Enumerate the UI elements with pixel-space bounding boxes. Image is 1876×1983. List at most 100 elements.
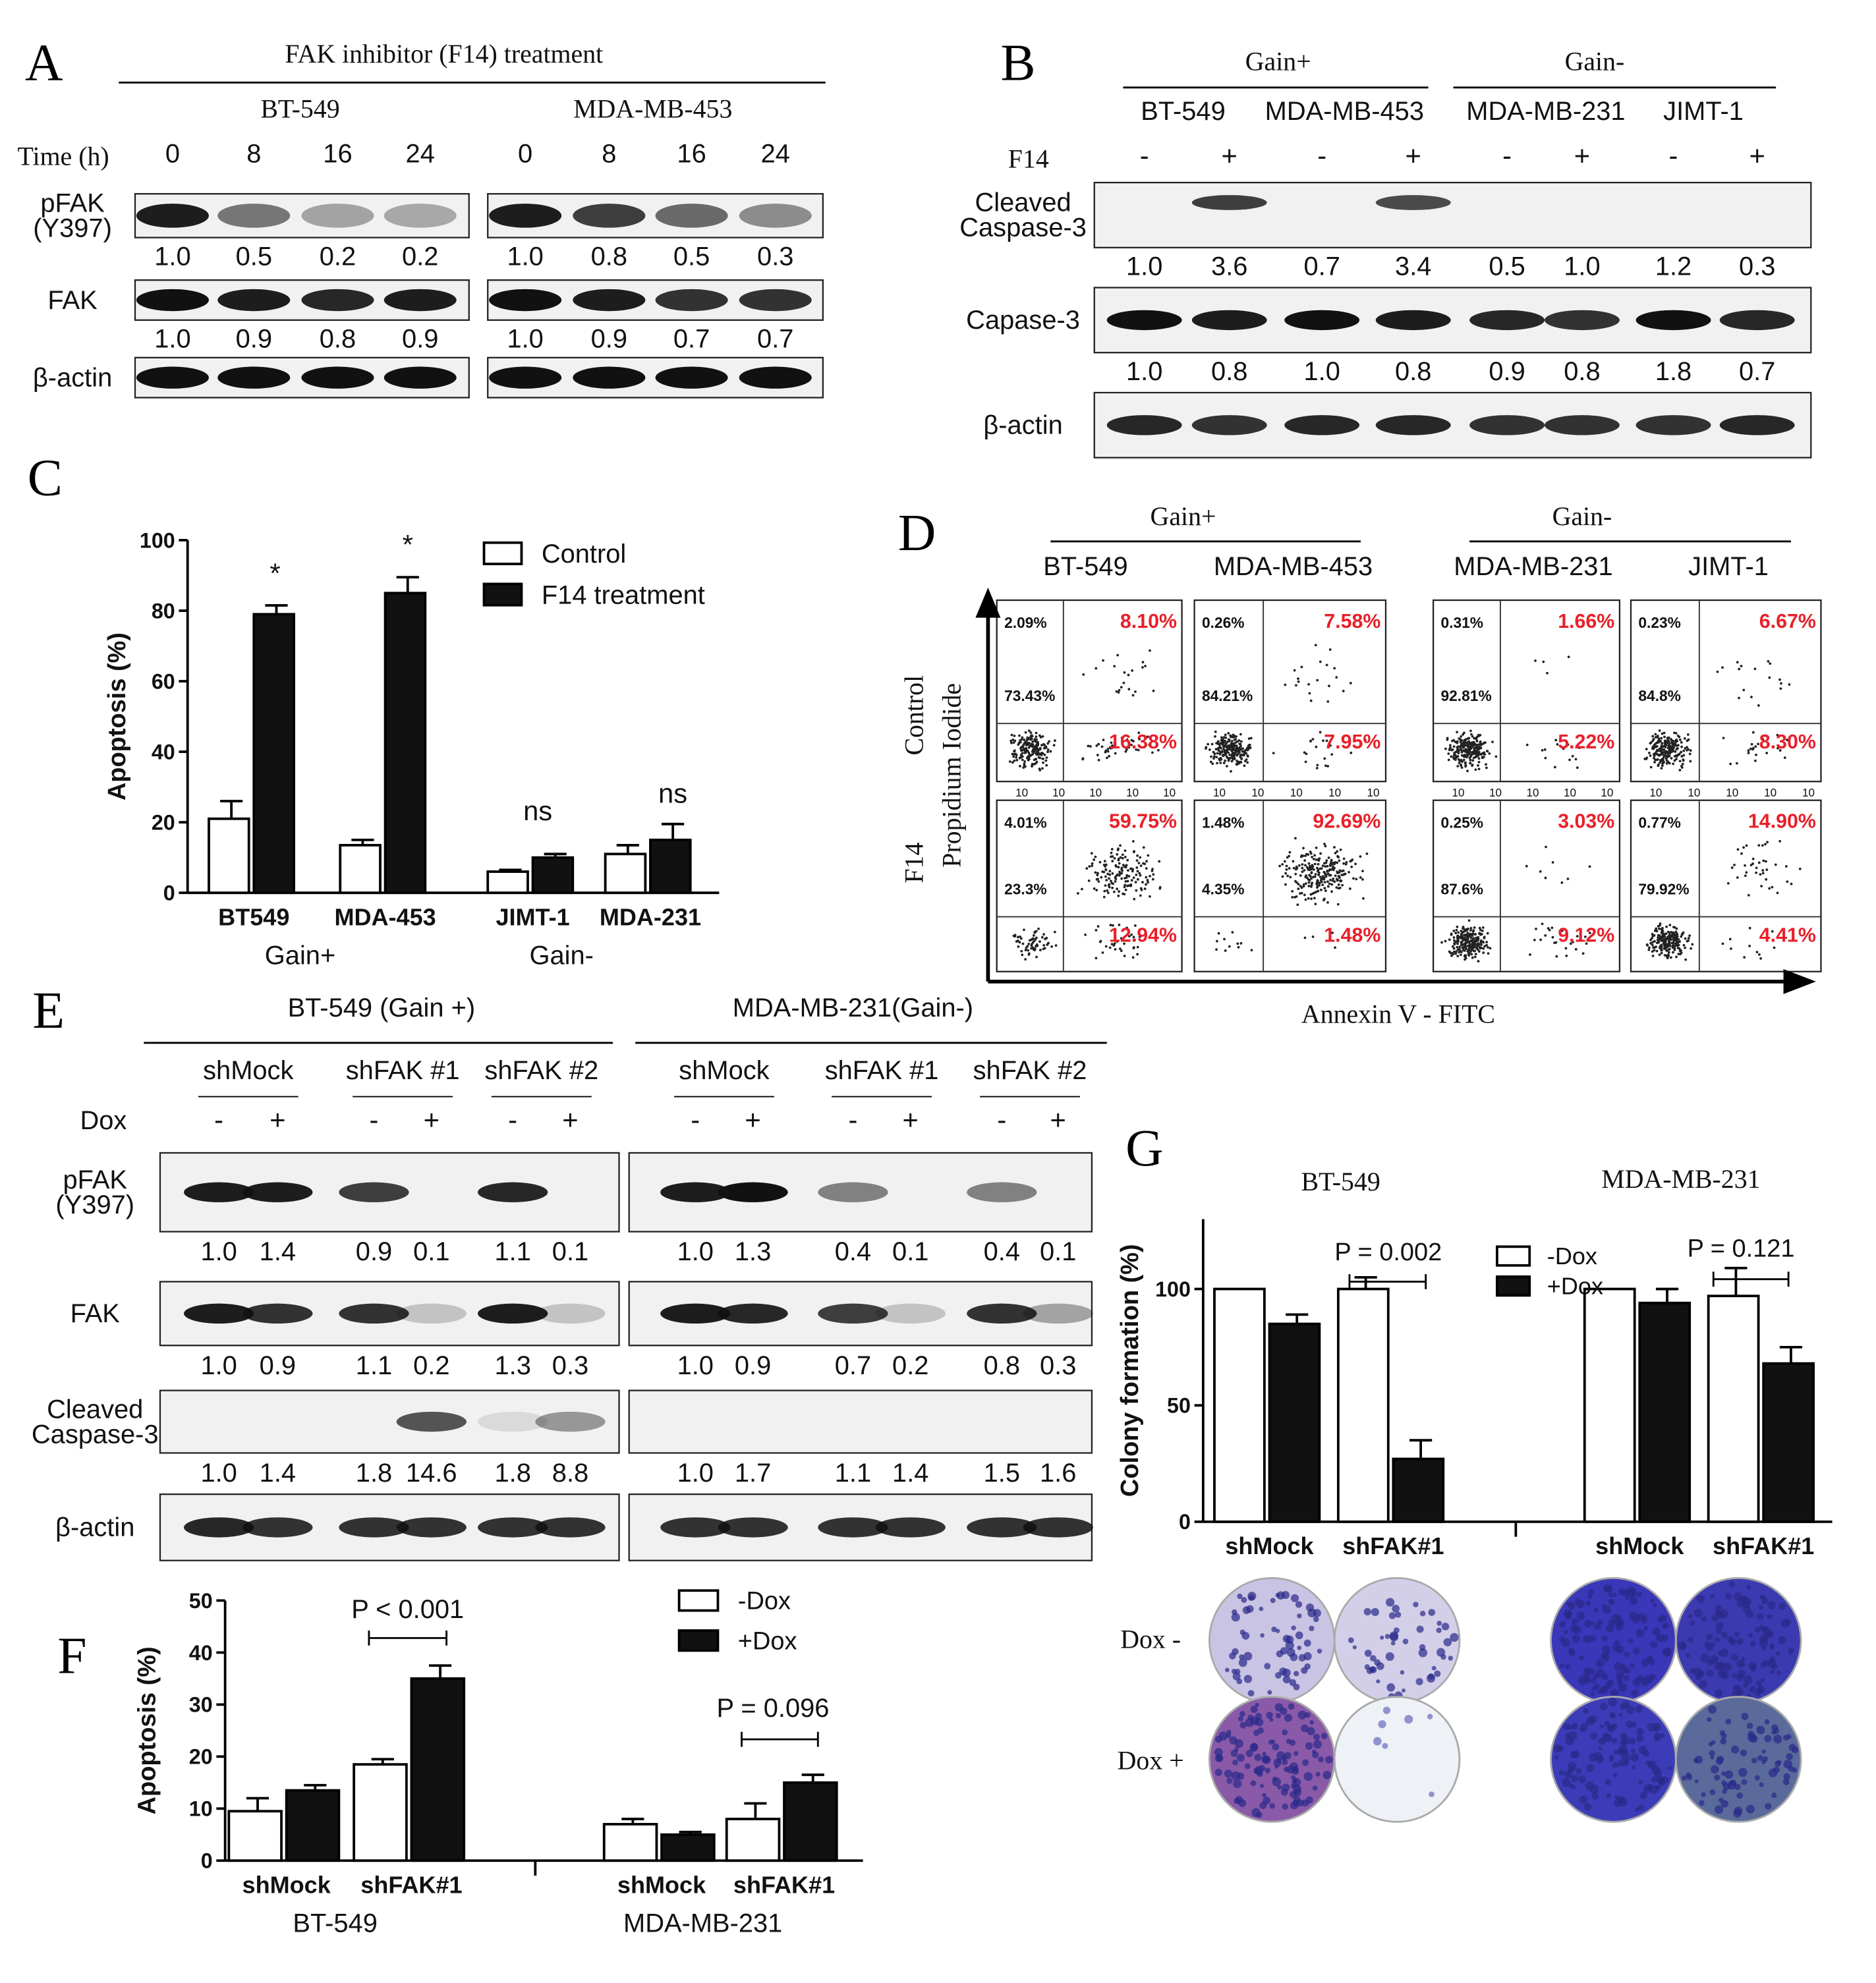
blot-band [967,1182,1037,1202]
flow-dot [1661,764,1664,768]
flow-dot [1328,864,1332,868]
colony [1720,1733,1727,1739]
flow-dot [1336,854,1339,858]
flow-dot [1321,883,1324,887]
flow-dot [1672,762,1675,766]
flow-dot [1046,742,1050,745]
flow-dot [1469,939,1473,942]
flow-dot [1326,765,1330,768]
flow-dot [1127,746,1131,749]
flow-dot [1452,745,1456,748]
flow-dot [1451,739,1454,742]
colony [1748,1733,1757,1743]
flow-dot [1471,934,1474,937]
colony [1352,1645,1357,1650]
flow-dot [1297,680,1300,683]
flow-dot [1288,854,1291,858]
colony [1401,1688,1406,1693]
flow-dot [1728,937,1732,941]
flow-dot [1081,758,1085,761]
flow-dot [1284,872,1288,875]
flow-dot [1663,954,1666,957]
flow-dot [1457,931,1460,934]
flow-dot [1295,684,1297,687]
flow-dot [1786,880,1789,883]
flow-dot [1674,739,1678,742]
legend-swatch [1496,1245,1531,1267]
panel-d-cell: MDA-MB-231 [1454,552,1612,581]
quadrant-ur: 1.66% [1558,611,1614,632]
flow-dot [1215,948,1218,951]
blot-band [573,204,646,228]
flow-dot [1102,870,1106,874]
panel-e-quant: 1.7 [735,1459,771,1488]
colony [1607,1725,1613,1731]
flow-dot [1463,754,1466,758]
flow-dot [1328,882,1331,885]
panel-b-row-label: β-actin [983,411,1062,440]
flow-dot [1672,951,1674,954]
flow-dot [1227,759,1230,762]
panel-e-sign: - [997,1104,1006,1135]
panel-e-construct: shMock [203,1056,293,1085]
panel-d-cell: BT-549 [1043,552,1127,581]
colony [1270,1598,1276,1604]
flow-dot [1319,888,1322,891]
colony [1282,1668,1291,1677]
colony [1590,1732,1598,1740]
flow-dot [1539,938,1543,941]
flow-dot [1469,758,1472,762]
blot-band [818,1182,888,1202]
flow-dot [1283,860,1286,863]
panel-d-group-gain-plus: Gain+ [1151,501,1216,531]
colony [1572,1750,1580,1758]
flow-dot [1544,934,1547,937]
panel-a-quant: 0.3 [757,242,793,271]
colony [1273,1758,1282,1767]
flow-dot [1753,667,1757,671]
flow-dot [1574,948,1578,951]
colony [1293,1671,1299,1677]
flow-dot [1444,747,1447,750]
flow-dot [1461,947,1464,950]
blot-band [1191,195,1267,210]
flow-dot [1095,889,1098,892]
colony [1419,1644,1426,1651]
panel-b-sign: + [1406,140,1421,171]
flow-dot [1334,946,1336,949]
colony [1714,1662,1723,1671]
flow-dot [1446,738,1449,741]
flow-dot [1475,936,1478,939]
flow-dot [1151,868,1154,871]
flow-dot [1237,945,1240,949]
colony [1773,1766,1780,1774]
colony [1301,1724,1309,1733]
flow-dot [1740,665,1743,667]
flow-dot [1040,752,1043,756]
panel-b-sign: - [1502,140,1512,171]
colony [1248,1594,1255,1602]
flow-dot [1467,954,1471,957]
colony [1214,1735,1222,1743]
flow-dot [1112,882,1115,885]
flow-dot [1311,738,1315,740]
flow-dot [1494,755,1498,758]
flow-dot [1462,928,1465,931]
colony [1657,1616,1664,1623]
colony [1259,1802,1267,1810]
flow-dot [1478,746,1481,749]
flow-dot [1491,740,1494,744]
colony [1576,1611,1585,1620]
flow-dot [1666,957,1669,960]
colony [1614,1618,1622,1627]
colony [1715,1627,1722,1634]
panel-e-construct: shFAK #2 [973,1056,1087,1085]
colony [1260,1633,1265,1638]
colony [1754,1627,1761,1633]
colony [1244,1763,1251,1770]
bar-b [1392,1457,1445,1523]
flow-dot [1475,755,1478,758]
colony [1603,1605,1612,1614]
flow-dot [1307,881,1311,884]
